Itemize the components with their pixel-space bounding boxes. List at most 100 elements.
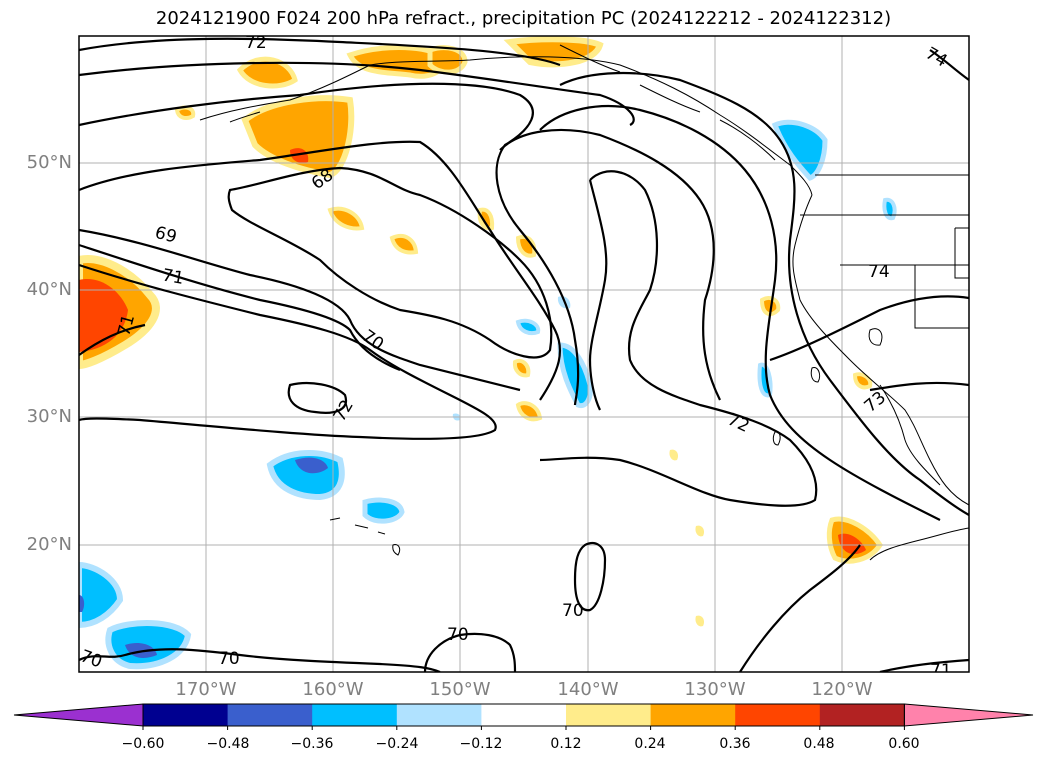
contour-line bbox=[769, 295, 969, 362]
precip-positive-region bbox=[236, 56, 298, 89]
colorbar-segment bbox=[819, 704, 905, 726]
precip-positive-region bbox=[695, 525, 705, 537]
colorbar-segment bbox=[396, 704, 482, 726]
coastline-alaska bbox=[199, 56, 813, 196]
precip-positive-region bbox=[477, 207, 495, 231]
lat-label-40n: 40°N bbox=[26, 279, 72, 300]
precip-positive-region bbox=[515, 401, 543, 422]
contour-closed bbox=[810, 366, 821, 383]
contour-closed bbox=[868, 328, 883, 346]
contour-label: 71 bbox=[930, 661, 952, 681]
lon-label-150w: 150°W bbox=[429, 679, 491, 700]
colorbar-label: −0.60 bbox=[121, 736, 165, 752]
contour-label: 70 bbox=[218, 649, 240, 669]
map-frame bbox=[78, 35, 970, 673]
colorbar-label: −0.36 bbox=[290, 736, 334, 752]
contour-line bbox=[287, 381, 348, 414]
colorbar-segment bbox=[735, 704, 821, 726]
colorbar-label: −0.12 bbox=[459, 736, 503, 752]
colorbar-label: −0.48 bbox=[206, 736, 250, 752]
colorbar-label: 0.24 bbox=[634, 736, 666, 752]
contour-label: 74 bbox=[868, 262, 890, 282]
hawaii-islands bbox=[329, 517, 401, 556]
colorbar-label: 0.48 bbox=[803, 736, 835, 752]
colorbar-segment bbox=[650, 704, 736, 726]
state-borders bbox=[800, 214, 969, 329]
colorbar-label: 0.36 bbox=[719, 736, 751, 752]
colorbar-segment bbox=[227, 704, 313, 726]
contour-line bbox=[79, 228, 521, 392]
colorbar-segment bbox=[566, 704, 652, 726]
refractivity-contours bbox=[79, 37, 969, 672]
precip-strong-region bbox=[290, 148, 309, 163]
precip-negative-region bbox=[882, 197, 897, 221]
contour-label: 70 bbox=[447, 625, 469, 645]
contour-line bbox=[79, 61, 635, 126]
contour-line bbox=[79, 82, 580, 406]
lat-label-20n: 20°N bbox=[26, 534, 72, 555]
precip-positive-region bbox=[389, 233, 419, 255]
map-title: 2024121900 F024 200 hPa refract., precip… bbox=[155, 8, 892, 29]
precip-negative-region bbox=[105, 620, 192, 670]
precip-positive-region bbox=[759, 296, 781, 317]
contour-line bbox=[588, 179, 608, 411]
contour-line bbox=[539, 104, 941, 521]
lon-label-160w: 160°W bbox=[302, 679, 364, 700]
contour-line bbox=[573, 542, 607, 612]
map-plot-area: 72 74 68 69 71 71 70 72 72 74 73 70 70 7… bbox=[79, 33, 969, 681]
contour-line bbox=[79, 648, 441, 672]
colorbar-label: 0.60 bbox=[888, 736, 920, 752]
alaska-coast-detail bbox=[229, 44, 776, 161]
colorbar bbox=[13, 703, 1034, 730]
precip-moderate-negative-region bbox=[295, 457, 328, 474]
lon-label-120w: 120°W bbox=[811, 679, 873, 700]
precip-negative-region bbox=[771, 119, 828, 181]
colorbar-label: −0.24 bbox=[375, 736, 419, 752]
precip-strong-region bbox=[838, 533, 866, 555]
contour-line bbox=[79, 243, 401, 372]
colorbar-extend-low bbox=[13, 703, 144, 727]
lat-label-30n: 30°N bbox=[26, 406, 72, 427]
precip-positive-region bbox=[669, 449, 679, 461]
contour-line bbox=[539, 170, 818, 507]
contour-line bbox=[739, 544, 861, 672]
colorbar-frame bbox=[142, 703, 905, 727]
colorbar-segment bbox=[143, 704, 229, 726]
coastline-baja bbox=[879, 384, 941, 486]
contour-line bbox=[869, 381, 969, 392]
contour-closed bbox=[772, 431, 781, 446]
precip-positive-region bbox=[174, 105, 196, 120]
contour-line bbox=[929, 49, 969, 81]
colorbar-extend-high bbox=[903, 703, 1034, 727]
precip-moderate-negative-region bbox=[79, 595, 85, 612]
precip-negative-region bbox=[362, 497, 405, 524]
contour-line bbox=[79, 323, 146, 356]
colorbar-label: 0.12 bbox=[550, 736, 582, 752]
lon-label-130w: 130°W bbox=[684, 679, 746, 700]
contour-line bbox=[559, 71, 969, 516]
contour-line bbox=[227, 166, 553, 359]
precip-positive-region bbox=[512, 358, 531, 378]
contour-label: 71 bbox=[161, 265, 186, 288]
contour-line bbox=[499, 128, 721, 401]
precip-negative-region bbox=[515, 318, 541, 336]
contour-line bbox=[423, 632, 517, 672]
precip-positive-region bbox=[852, 372, 873, 390]
colorbar-segment bbox=[481, 704, 567, 726]
lon-label-170w: 170°W bbox=[175, 679, 237, 700]
contour-line bbox=[79, 37, 561, 67]
contour-line bbox=[79, 140, 562, 401]
contour-line bbox=[879, 658, 969, 672]
contour-line bbox=[79, 263, 497, 440]
precip-positive-region bbox=[327, 206, 365, 231]
precip-positive-region bbox=[695, 615, 705, 627]
coastline-north-america bbox=[792, 194, 969, 506]
lon-label-140w: 140°W bbox=[557, 679, 619, 700]
precip-negative-region bbox=[79, 561, 124, 629]
lat-label-50n: 50°N bbox=[26, 152, 72, 173]
precip-negative-region bbox=[557, 342, 593, 409]
colorbar-segment bbox=[312, 704, 398, 726]
coastlines bbox=[199, 44, 969, 561]
contour-label: 72 bbox=[245, 33, 267, 53]
